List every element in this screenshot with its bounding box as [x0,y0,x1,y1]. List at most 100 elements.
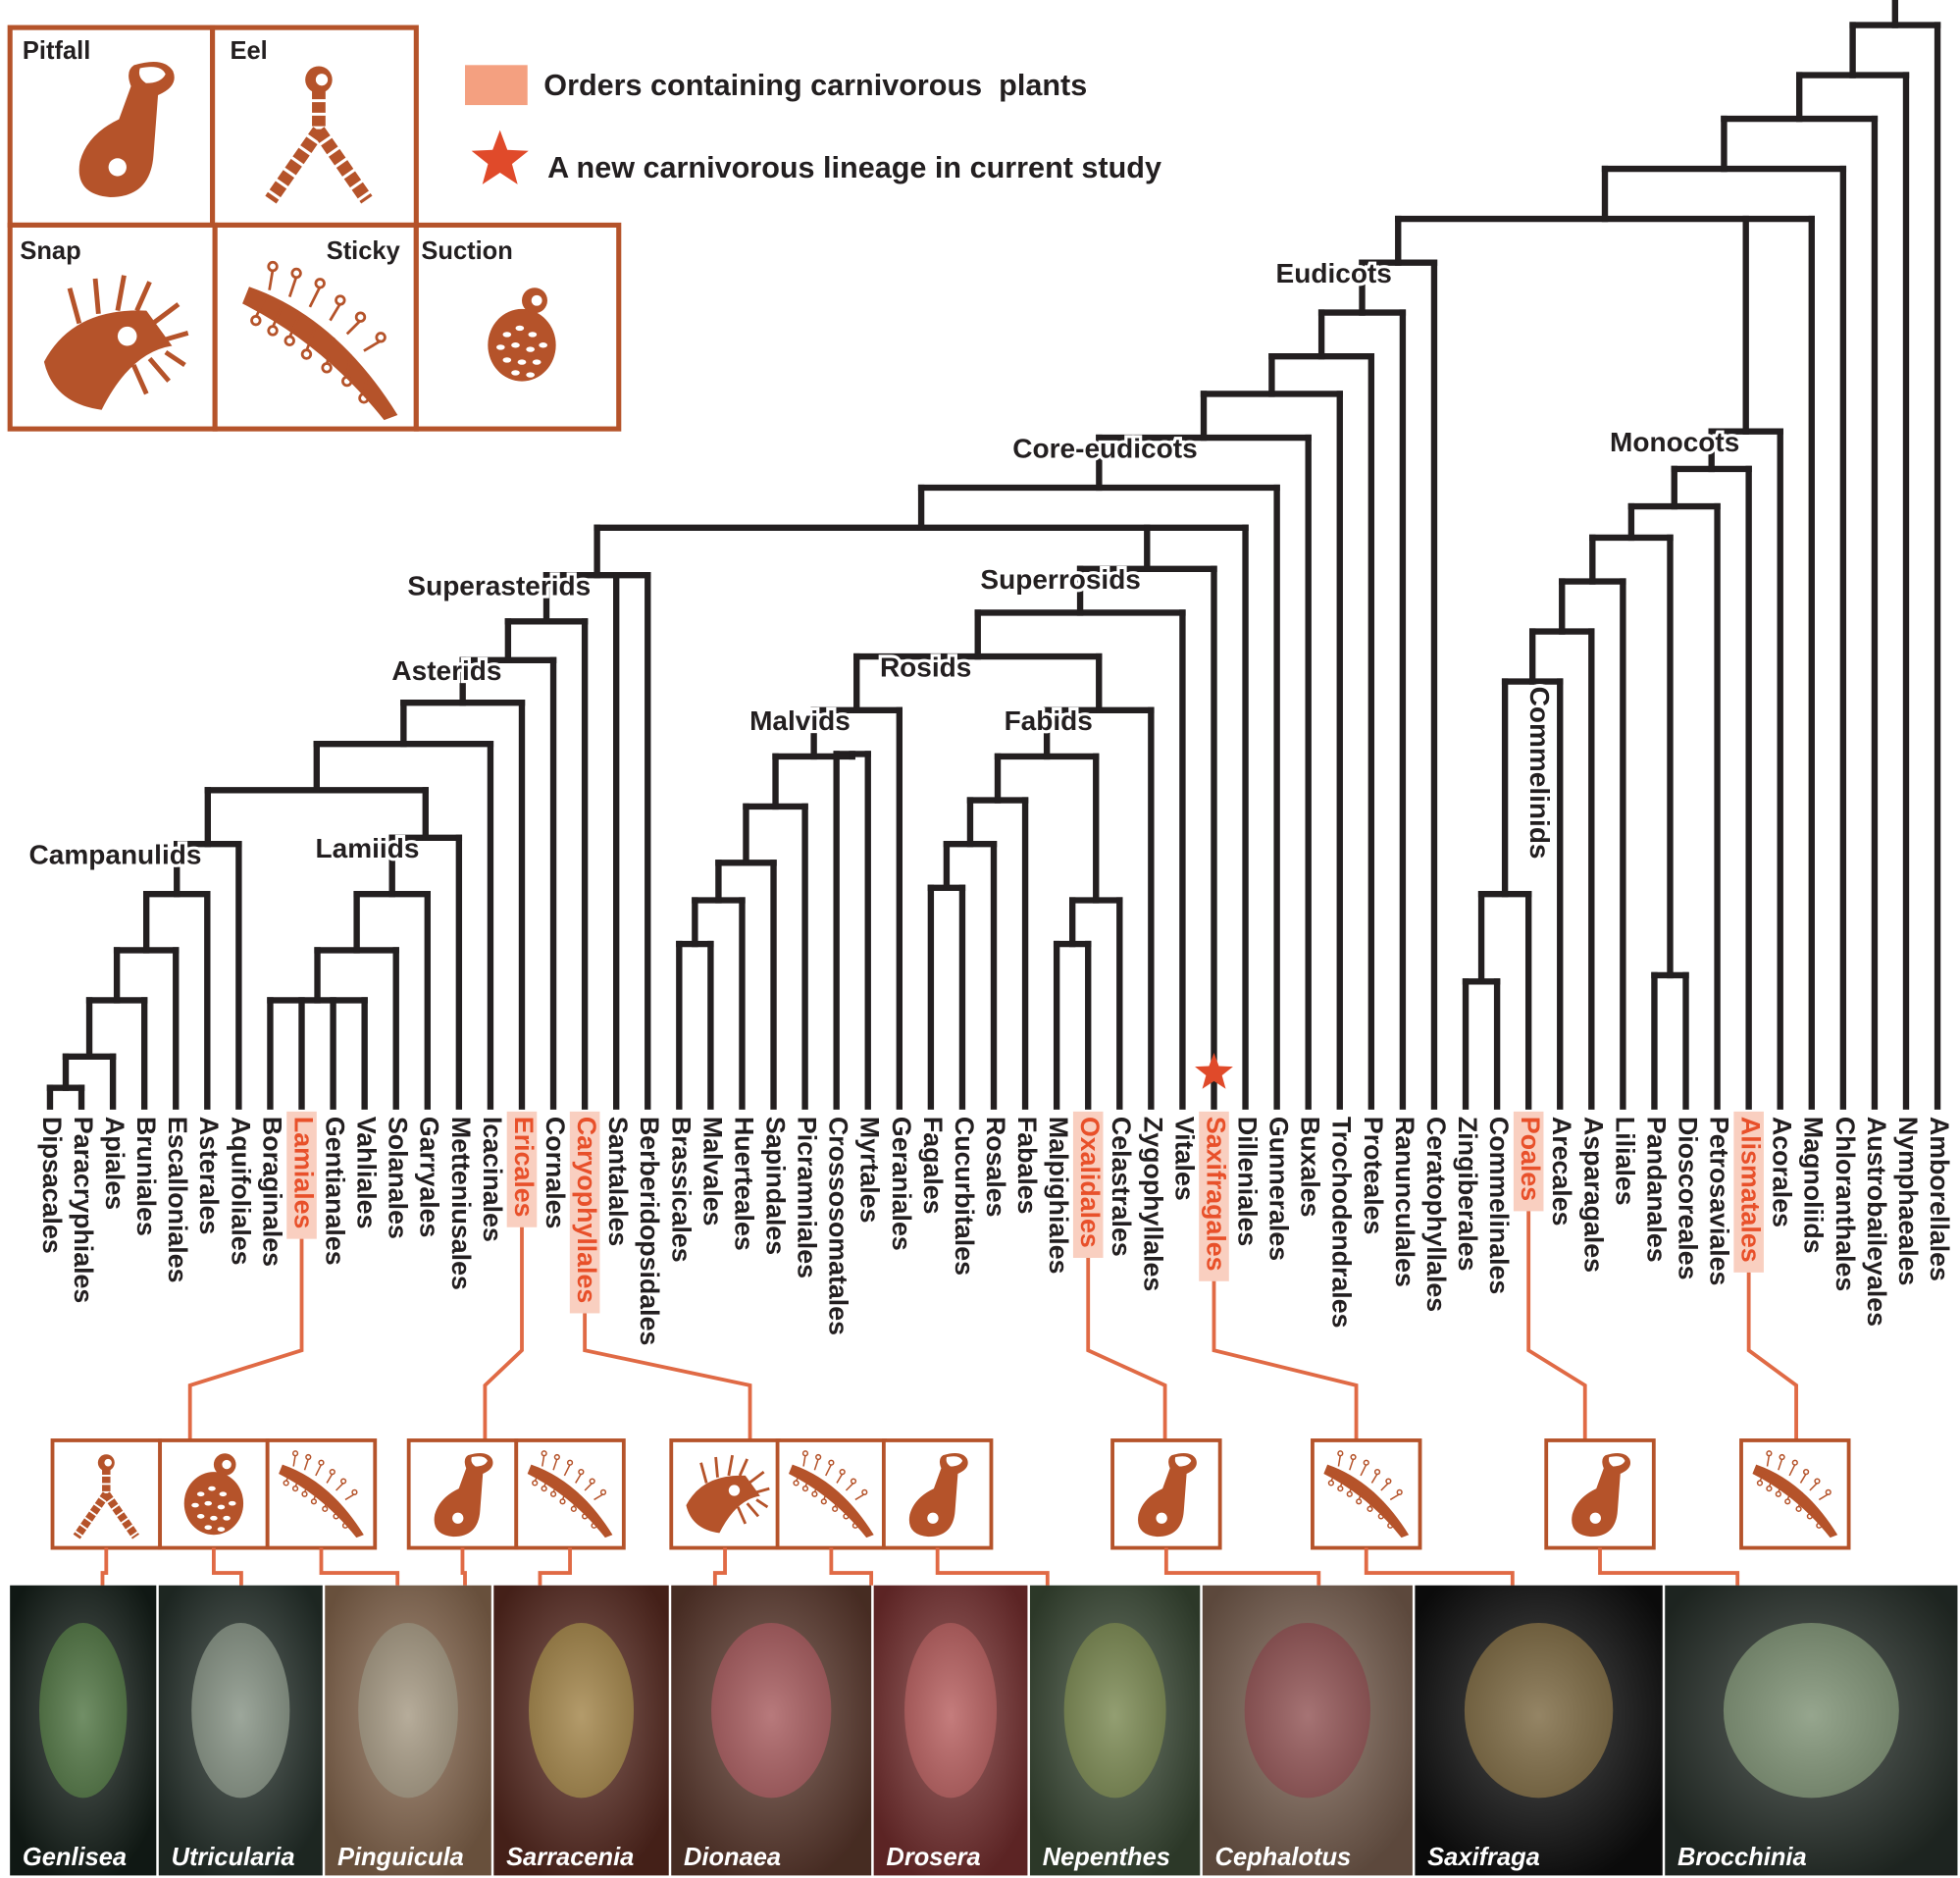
order-label: Arecales [1547,1117,1576,1226]
order-label: Ceratophyllales [1421,1117,1451,1312]
trap-label: Snap [20,237,80,265]
order-label: Gunnerales [1264,1117,1294,1261]
order-label: Zingiberales [1453,1117,1482,1272]
order-label: Dipsacales [37,1117,67,1254]
order-label: Poales [1516,1117,1545,1201]
legend-text: Orders containing carnivorous plants [543,69,1087,102]
order-label: Proteales [1359,1117,1388,1234]
order-label: Magnoliids [1799,1117,1829,1254]
connector [1746,1272,1798,1440]
trap-box [210,25,419,228]
order-label: Asterales [194,1117,224,1234]
highlight [286,1111,317,1239]
order-label: Zygophyllales [1138,1117,1167,1291]
photo-caption: Utricularia [172,1844,295,1871]
photo-shade [1202,1585,1413,1876]
order-label: Liliales [1610,1117,1639,1206]
connector [1086,1257,1167,1440]
order-label: Gentianales [321,1117,350,1266]
order-label: Asparagales [1578,1117,1608,1273]
photo-caption: Pinguicula [337,1844,464,1871]
order-label: Boraginales [257,1117,286,1267]
order-label: Fabales [1012,1117,1042,1215]
highlight [1513,1111,1544,1212]
order-label: Brassicales [666,1117,696,1263]
order-label: Nymphaeales [1893,1117,1923,1285]
trap-label: Suction [421,237,512,265]
photo-caption: Dionaea [684,1844,781,1871]
order-label: Caryophyllales [572,1117,601,1303]
order-label: Cucurbitales [950,1117,979,1276]
connector [935,1547,1050,1586]
photo-shade [873,1585,1028,1876]
new-lineage-star [1195,1052,1233,1089]
trap-label: Sticky [327,237,401,265]
photo-shade [671,1585,872,1876]
order-label: Berberidopsidales [635,1117,664,1345]
clade-label: Superasterids [407,571,591,601]
order-label: Apiales [100,1117,129,1210]
clade-labels: Campanulids Lamiids Asterids Superasterids M… [26,255,1742,873]
order-label: Cornales [541,1117,570,1228]
photo-shade [10,1585,157,1876]
photo-caption: Cephalotus [1215,1844,1352,1871]
order-label: Dilleniales [1232,1117,1262,1246]
clade-label: Campanulids [29,840,202,870]
highlight [569,1111,600,1314]
order-label: Malvales [697,1117,727,1226]
order-label: Amborellales [1925,1117,1954,1281]
order-label: Alismatales [1736,1117,1766,1263]
order-label: Malpighiales [1044,1117,1073,1275]
trap-label: Eel [230,37,267,65]
order-label: Saxifragales [1201,1117,1230,1272]
connector [187,1238,304,1440]
order-label: Oxalidales [1075,1117,1105,1248]
order-label: Rosales [981,1117,1010,1218]
order-label: Ericales [509,1117,539,1218]
order-label: Austrobaileyales [1862,1117,1891,1327]
connector [1364,1547,1515,1586]
order-label: Ranunculales [1390,1117,1419,1287]
highlight [1199,1111,1229,1281]
order-label: Chloranthales [1831,1117,1860,1291]
legend-text: A new carnivorous lineage in current stu… [547,151,1161,184]
photo-shade [1029,1585,1201,1876]
legend-swatch [465,65,528,106]
order-label: Fagales [918,1117,948,1215]
legend-star [471,130,529,184]
order-label: Metteniusales [446,1117,476,1290]
connector [483,1226,524,1440]
order-label: Crossosomatales [824,1117,853,1335]
order-label: Vahliales [352,1117,382,1229]
order-label: Trochodendrales [1327,1117,1357,1329]
clade-label: Superrosids [980,564,1140,595]
order-label: Geraniales [887,1117,916,1251]
order-label: Dioscoreales [1673,1117,1702,1280]
clade-label: Fabids [1005,705,1093,736]
trap-label: Pitfall [23,37,90,65]
photo-shade [158,1585,323,1876]
order-label: Petrosaviales [1705,1117,1734,1286]
connector [583,1313,752,1440]
connector [1212,1280,1359,1440]
photo-caption: Sarracenia [506,1844,634,1871]
clade-label: Core-eudicots [1012,433,1197,463]
order-label: Icacinales [478,1117,507,1242]
order-label: Garryales [415,1117,444,1237]
tree [46,0,1941,1110]
order-label: Aquifoliales [226,1117,255,1266]
connector [319,1547,400,1586]
clade-label: Monocots [1610,427,1739,457]
connector [1163,1547,1321,1586]
connector [460,1547,467,1586]
connector [712,1547,727,1586]
photo-shade [1415,1585,1663,1876]
photo-caption: Nepenthes [1043,1844,1170,1871]
order-label: Santalales [603,1117,633,1246]
photo-shade [325,1585,491,1876]
clade-label: Lamiids [316,833,420,863]
clade-label: Commelinids [1524,687,1555,860]
photo-caption: Saxifraga [1427,1844,1540,1871]
